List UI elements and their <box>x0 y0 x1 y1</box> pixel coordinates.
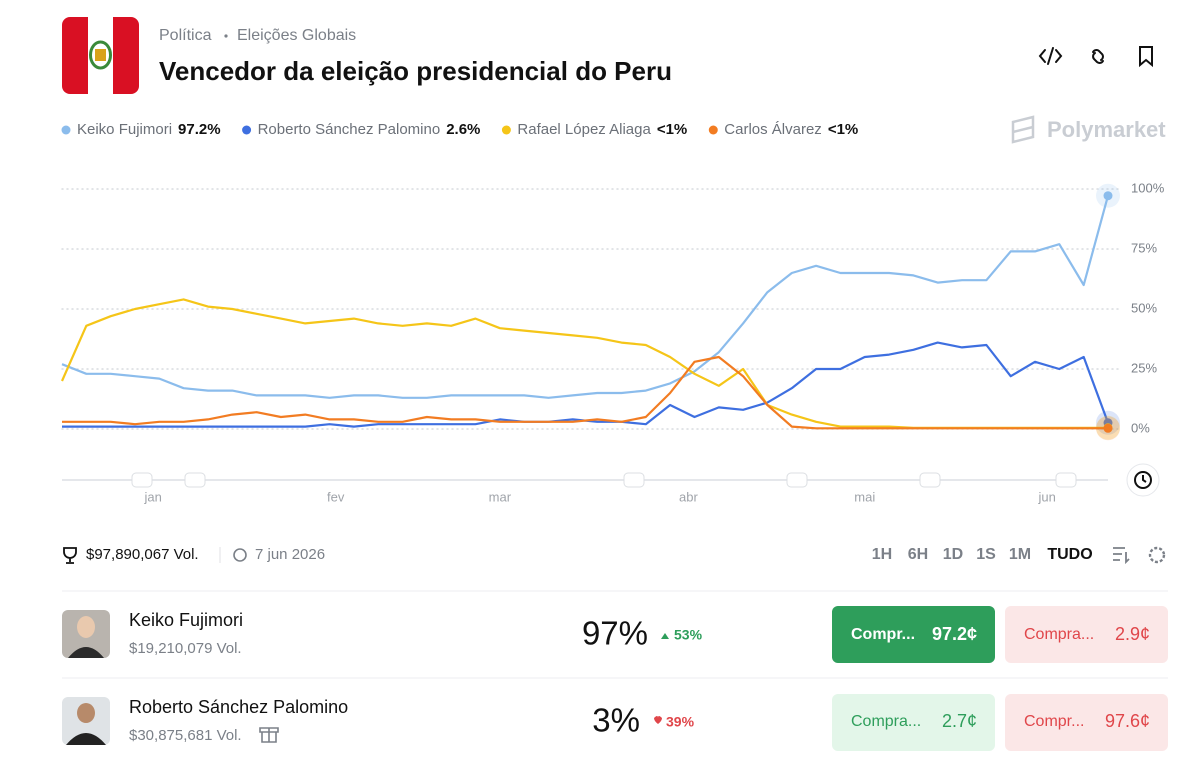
change: 53% <box>674 627 703 643</box>
separator <box>224 34 228 38</box>
clock-button[interactable] <box>1126 463 1160 497</box>
range-button[interactable]: 6H <box>908 546 928 563</box>
embed-icon[interactable] <box>1038 47 1063 65</box>
range-button[interactable]: TUDO <box>1047 546 1092 563</box>
button-label: Compr... <box>851 626 915 643</box>
clock-icon <box>233 548 247 562</box>
chance: 3% <box>592 702 640 739</box>
button-price: 2.9¢ <box>1115 624 1150 644</box>
series-line <box>62 341 1110 428</box>
x-tick-label: mai <box>854 489 875 504</box>
buy-no-button[interactable] <box>1005 606 1168 663</box>
trophy-icon <box>63 547 77 564</box>
legend-name: Keiko Fujimori <box>77 121 172 138</box>
button-label: Compr... <box>1024 713 1084 730</box>
range-button[interactable]: 1S <box>976 546 996 563</box>
end-point <box>1103 423 1113 433</box>
time-slider <box>62 472 1108 488</box>
button-label: Compra... <box>1024 626 1094 643</box>
gift-icon <box>259 727 279 743</box>
button-price: 97.2¢ <box>932 624 977 644</box>
legend-value: 2.6% <box>446 121 480 138</box>
range-button[interactable]: 1H <box>872 546 892 563</box>
button-label: Compra... <box>851 713 921 730</box>
legend-dot <box>242 125 252 135</box>
sort-icon[interactable] <box>1113 547 1130 565</box>
change: 39% <box>666 714 695 730</box>
settings-icon[interactable] <box>1148 546 1166 564</box>
legend-name: Roberto Sánchez Palomino <box>258 121 441 138</box>
y-tick-label: 75% <box>1131 240 1157 255</box>
end-date: 7 jun 2026 <box>255 546 325 563</box>
legend-name: Rafael López Aliaga <box>517 121 651 138</box>
series-line <box>61 195 1110 399</box>
x-tick-label: jan <box>144 489 162 504</box>
y-tick-label: 0% <box>1131 420 1150 435</box>
buy-no-button[interactable] <box>1005 694 1168 751</box>
total-volume: $97,890,067 Vol. <box>86 546 199 563</box>
bookmark-icon[interactable] <box>1139 46 1153 68</box>
flag <box>62 17 139 94</box>
range-button[interactable]: 1M <box>1009 546 1031 563</box>
brand-name: Polymarket <box>1047 117 1166 142</box>
up-arrow <box>661 633 669 639</box>
outcome-volume: $19,210,079 Vol. <box>129 640 242 657</box>
button-price: 97.6¢ <box>1105 711 1150 731</box>
legend-dot <box>708 125 718 135</box>
legend-value: 97.2% <box>178 121 221 138</box>
outcome-row[interactable]: Keiko Fujimori $19,210,079 Vol. 97% 53% … <box>62 606 1168 663</box>
down-arrow <box>654 716 662 724</box>
end-point <box>1103 191 1113 201</box>
header-icons <box>1038 46 1153 68</box>
outcome-row[interactable]: Roberto Sánchez Palomino $30,875,681 Vol… <box>62 694 1168 751</box>
outcome-name: Roberto Sánchez Palomino <box>129 697 348 717</box>
legend-value: <1% <box>828 121 858 138</box>
plot: 0% 25% 50% 75% 100% jan fev mar abr mai jun <box>60 180 1165 504</box>
button-price: 2.7¢ <box>942 711 977 731</box>
series-line <box>62 355 1108 430</box>
breadcrumb[interactable]: Eleições Globais <box>237 27 356 44</box>
link-icon[interactable] <box>1092 49 1104 64</box>
series-line <box>60 298 1108 429</box>
buy-yes-button[interactable] <box>832 694 995 751</box>
y-tick-label: 100% <box>1131 180 1165 195</box>
y-tick-label: 50% <box>1131 300 1157 315</box>
x-tick-label: jun <box>1038 489 1056 504</box>
brand: Polymarket <box>1011 115 1166 144</box>
legend-value: <1% <box>657 121 687 138</box>
chance: 97% <box>582 615 648 652</box>
title: Vencedor da eleição presidencial do Peru <box>159 56 672 86</box>
legend-dot <box>61 125 71 135</box>
x-tick-label: mar <box>489 489 512 504</box>
range-button[interactable]: 1D <box>943 546 963 563</box>
legend: Keiko Fujimori 97.2% Roberto Sánchez Palom… <box>61 121 858 138</box>
breadcrumb[interactable]: Política <box>159 27 212 44</box>
buy-yes-button[interactable] <box>832 606 995 663</box>
legend-dot <box>501 125 511 135</box>
x-tick-label: abr <box>679 489 698 504</box>
y-tick-label: 25% <box>1131 360 1157 375</box>
outcome-name: Keiko Fujimori <box>129 610 243 630</box>
x-tick-label: fev <box>327 489 345 504</box>
outcome-volume: $30,875,681 Vol. <box>129 727 242 744</box>
legend-name: Carlos Álvarez <box>724 121 822 138</box>
